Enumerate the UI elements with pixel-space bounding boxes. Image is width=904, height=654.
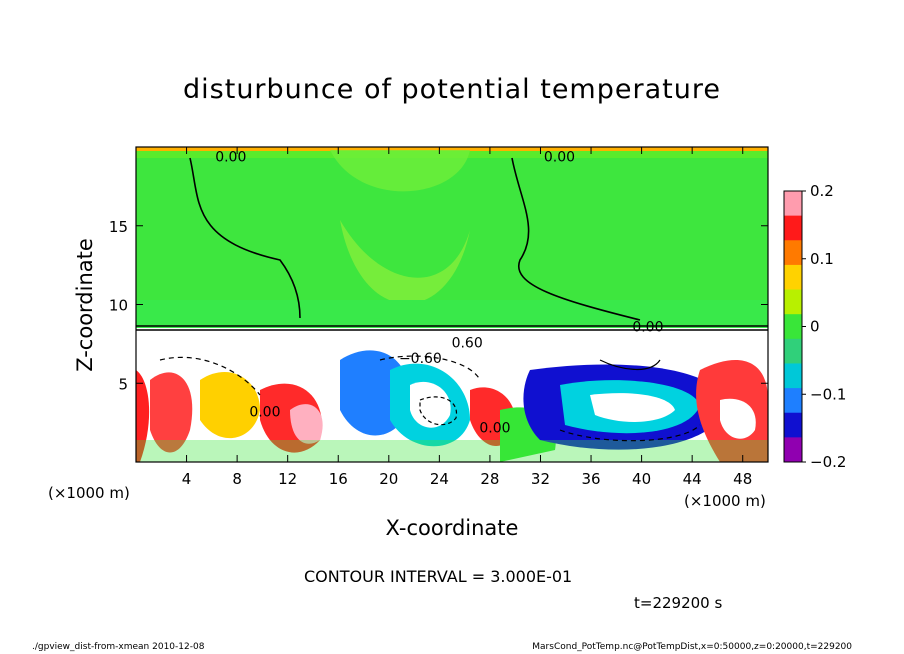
blob-red-1 bbox=[136, 370, 150, 462]
top-orange-strip bbox=[136, 147, 768, 151]
field-layer bbox=[136, 147, 768, 462]
contour-label-layer: 0.00 0.00 0.00 −0.60 0.60 0.00 0.00 bbox=[215, 149, 663, 436]
x-tick-label: 16 bbox=[329, 470, 348, 488]
contour-label: 0.00 bbox=[632, 320, 663, 336]
contour-label: 0.00 bbox=[215, 149, 246, 165]
colorbar-segment bbox=[784, 412, 802, 438]
x-tick-label: 4 bbox=[182, 470, 192, 488]
x-tick-label: 24 bbox=[430, 470, 449, 488]
colorbar-segment bbox=[784, 215, 802, 241]
contour-interval-label: CONTOUR INTERVAL = 3.000E-01 bbox=[304, 567, 573, 586]
contour-line-5 bbox=[379, 355, 481, 381]
contour-line-2 bbox=[511, 157, 641, 321]
colorbar-segment bbox=[784, 191, 802, 217]
colorbar-segment bbox=[784, 338, 802, 364]
footer-left: ./gpview_dist-from-xmean 2010-12-08 bbox=[32, 642, 205, 652]
chart-title: disturbunce of potential temperature bbox=[183, 74, 721, 105]
blob-white-3 bbox=[720, 398, 756, 439]
x-tick-label: 44 bbox=[683, 470, 702, 488]
lower-green-band bbox=[136, 300, 768, 328]
plume-light bbox=[330, 150, 470, 192]
blob-pink-1 bbox=[290, 404, 323, 444]
contour-line-4 bbox=[159, 356, 261, 396]
x-tick-label: 8 bbox=[232, 470, 242, 488]
colorbar-tick-label: −0.2 bbox=[810, 453, 846, 471]
footer-right: MarsCond_PotTemp.nc@PotTempDist,x=0:5000… bbox=[532, 642, 852, 652]
y-axis-label: Z-coordinate bbox=[73, 238, 97, 372]
x-tick-label: 40 bbox=[632, 470, 651, 488]
x-tick-label: 20 bbox=[379, 470, 398, 488]
x-axis-label: X-coordinate bbox=[386, 516, 519, 540]
colorbar-tick-label: −0.1 bbox=[810, 385, 846, 403]
x-unit-right: (×1000 m) bbox=[684, 492, 766, 510]
x-axis-ticks: 4 8 12 16 20 24 28 32 36 40 44 48 bbox=[182, 147, 752, 488]
plume-center bbox=[340, 220, 470, 304]
contour-line-3 bbox=[136, 325, 768, 331]
colorbar-segment bbox=[784, 264, 802, 291]
blob-white-2 bbox=[590, 393, 675, 422]
y-tick-label: 15 bbox=[109, 218, 128, 236]
colorbar: 0.2 0.1 0 −0.1 −0.2 bbox=[783, 182, 846, 471]
colorbar-segment bbox=[784, 363, 802, 389]
colorbar-segment bbox=[784, 289, 802, 315]
contour-label: −0.60 bbox=[399, 351, 442, 367]
blob-yellow-1 bbox=[200, 371, 260, 439]
x-unit-left: (×1000 m) bbox=[48, 484, 130, 502]
colorbar-segment bbox=[784, 314, 802, 340]
colorbar-tick-label: 0 bbox=[810, 318, 820, 336]
y-axis-ticks: 5 10 15 bbox=[109, 218, 768, 393]
x-tick-label: 28 bbox=[480, 470, 499, 488]
contour-label: 0.00 bbox=[479, 420, 510, 436]
colorbar-tick-label: 0.1 bbox=[810, 250, 834, 268]
colorbar-segment bbox=[784, 388, 802, 414]
y-tick-label: 5 bbox=[118, 375, 128, 393]
contour-line-7 bbox=[599, 359, 661, 371]
time-label: t=229200 s bbox=[634, 594, 723, 612]
bottom-tint bbox=[136, 440, 768, 462]
colorbar-segment bbox=[784, 240, 802, 266]
contour-line-6 bbox=[419, 396, 458, 426]
contour-label: 0.00 bbox=[249, 405, 280, 421]
contour-label: 0.60 bbox=[452, 335, 483, 351]
colorbar-tick-label: 0.2 bbox=[810, 182, 834, 200]
x-tick-label: 32 bbox=[531, 470, 550, 488]
contour-line-1 bbox=[189, 157, 301, 319]
x-tick-label: 36 bbox=[581, 470, 600, 488]
blob-red-2 bbox=[150, 372, 193, 453]
blob-white-1 bbox=[410, 381, 451, 428]
contour-label: 0.00 bbox=[544, 149, 575, 165]
colorbar-segment bbox=[784, 437, 802, 463]
x-tick-label: 48 bbox=[733, 470, 752, 488]
x-tick-label: 12 bbox=[278, 470, 297, 488]
y-tick-label: 10 bbox=[109, 297, 128, 315]
